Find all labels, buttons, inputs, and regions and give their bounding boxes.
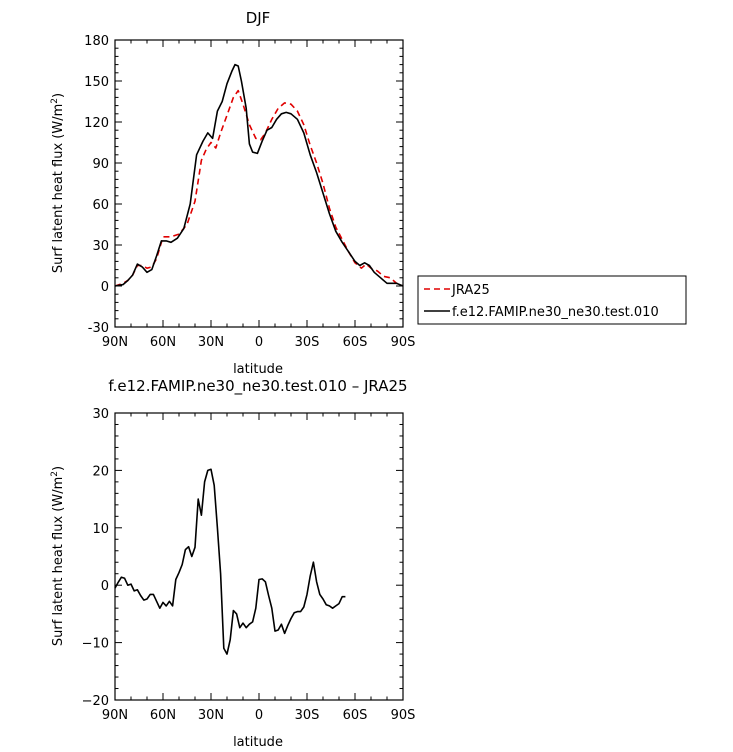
y-tick-label: 20: [92, 464, 109, 479]
x-tick-label: 0: [255, 335, 263, 350]
y-tick-label: 180: [84, 34, 109, 49]
y-tick-label: 10: [92, 522, 109, 537]
x-tick-label: 60N: [150, 708, 176, 723]
chart-title-bottom: f.e12.FAMIP.ne30_ne30.test.010 – JRA25: [108, 377, 407, 396]
plot-frame-bottom: [114, 412, 404, 701]
y-tick-label: 30: [92, 239, 109, 254]
chart-bottom-panel: f.e12.FAMIP.ne30_ne30.test.010 – JRA25 9…: [50, 377, 415, 750]
x-tick-label: 60S: [343, 335, 368, 350]
y-tick-label: 150: [84, 75, 109, 90]
y-tick-label: −20: [82, 694, 109, 709]
x-tick-label: 60N: [150, 335, 176, 350]
series-line-f-e12-famip-ne30-ne30-test-010: [114, 63, 404, 287]
x-tick-label: 90N: [102, 708, 128, 723]
x-tick-label: 90S: [391, 335, 416, 350]
x-axis-label-bottom: latitude: [233, 735, 283, 750]
x-tick-label: 30N: [198, 708, 224, 723]
x-tick-label: 30S: [295, 708, 320, 723]
x-axis-label-top: latitude: [233, 362, 283, 377]
x-tick-label: 0: [255, 708, 263, 723]
x-tick-label: 90N: [102, 335, 128, 350]
chart-top-panel: DJF 90N 60N 30N 0 30S 60S 90S -30 0 30 60 90 120 150 1…: [50, 9, 687, 377]
x-tick-label: 60S: [343, 708, 368, 723]
legend: JRA25 f.e12.FAMIP.ne30_ne30.test.010: [417, 275, 687, 325]
legend-label-model: f.e12.FAMIP.ne30_ne30.test.010: [452, 305, 659, 320]
chart-title-top: DJF: [246, 9, 271, 27]
y-tick-label: 30: [92, 407, 109, 422]
legend-label-jra25: JRA25: [451, 283, 490, 298]
y-tick-label: 90: [92, 157, 109, 172]
x-tick-label: 90S: [391, 708, 416, 723]
plot-frame-top: [114, 39, 404, 328]
series-line-difference: [114, 468, 346, 655]
x-tick-label: 30S: [295, 335, 320, 350]
y-tick-label: 60: [92, 198, 109, 213]
y-axis-label-top: Surf latent heat flux (W/m2): [50, 93, 66, 273]
x-tick-label: 30N: [198, 335, 224, 350]
legend-box: [417, 275, 687, 325]
series-line-jra25: [114, 89, 404, 287]
y-tick-label: −10: [82, 637, 109, 652]
y-tick-label: -30: [88, 321, 109, 336]
y-tick-label: 120: [84, 116, 109, 131]
y-tick-label: 0: [101, 579, 109, 594]
y-tick-label: 0: [101, 280, 109, 295]
y-axis-label-bottom: Surf latent heat flux (W/m2): [50, 466, 66, 646]
